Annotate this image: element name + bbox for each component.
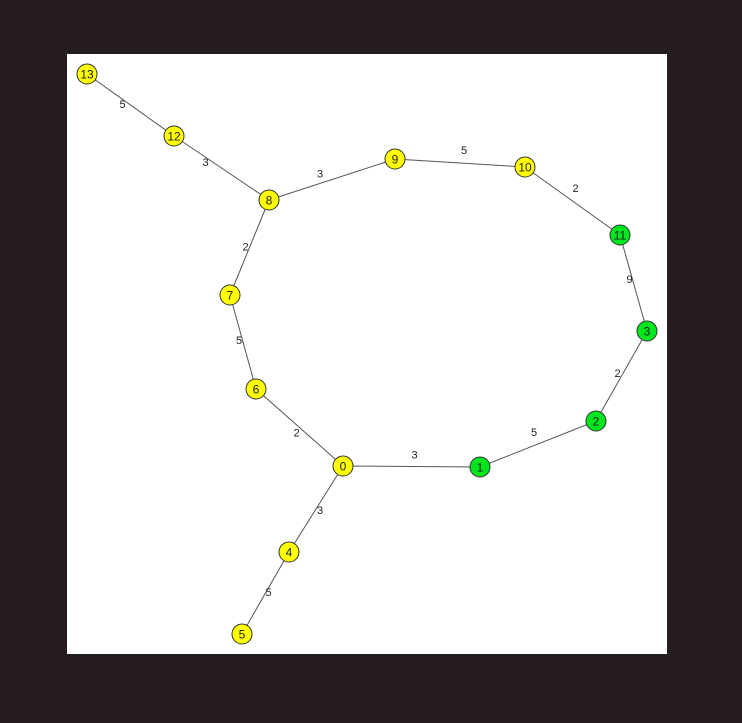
edge-7-8 <box>229 199 270 296</box>
graph-node-5[interactable]: 5 <box>231 623 253 645</box>
graph-node-6[interactable]: 6 <box>245 378 267 400</box>
node-label-1: 1 <box>477 461 484 475</box>
node-label-0: 0 <box>340 460 347 474</box>
graph-node-0[interactable]: 0 <box>332 455 354 477</box>
graph-node-13[interactable]: 13 <box>76 63 98 85</box>
graph-node-4[interactable]: 4 <box>278 541 300 563</box>
edge-13-12 <box>86 73 175 137</box>
edge-0-4 <box>288 465 344 553</box>
node-label-10: 10 <box>518 161 532 175</box>
edge-3-2 <box>595 330 648 422</box>
graph-node-12[interactable]: 12 <box>163 125 185 147</box>
edge-weight-12-8: 3 <box>202 157 208 169</box>
graph-node-9[interactable]: 9 <box>384 148 406 170</box>
edge-weight-9-10: 5 <box>461 145 467 157</box>
edge-weight-8-9: 3 <box>317 169 323 181</box>
edge-0-6 <box>255 388 344 467</box>
graph-node-11[interactable]: 11 <box>609 224 631 246</box>
edge-11-3 <box>619 234 648 332</box>
graph-node-7[interactable]: 7 <box>219 284 241 306</box>
node-label-9: 9 <box>392 153 399 167</box>
edge-6-7 <box>229 294 257 390</box>
node-circle-1[interactable] <box>469 456 491 478</box>
edge-weight-4-5: 5 <box>265 587 271 599</box>
edge-9-10 <box>394 158 526 168</box>
node-circle-3[interactable] <box>636 320 658 342</box>
node-label-5: 5 <box>239 628 246 642</box>
graph-node-10[interactable]: 10 <box>514 156 536 178</box>
node-circle-2[interactable] <box>585 410 607 432</box>
edge-weight-2-1: 5 <box>531 427 537 439</box>
node-circle-11[interactable] <box>609 224 631 246</box>
node-circle-5[interactable] <box>231 623 253 645</box>
edge-weight-13-12: 5 <box>119 99 125 111</box>
node-circle-6[interactable] <box>245 378 267 400</box>
node-circle-13[interactable] <box>76 63 98 85</box>
edge-2-1 <box>479 420 597 468</box>
edge-10-11 <box>524 166 621 236</box>
node-circle-4[interactable] <box>278 541 300 563</box>
node-label-7: 7 <box>227 289 234 303</box>
graph-node-3[interactable]: 3 <box>636 320 658 342</box>
edge-weight-3-2: 2 <box>614 368 620 380</box>
edge-weight-6-7: 5 <box>236 335 242 347</box>
node-label-11: 11 <box>614 229 627 243</box>
node-label-12: 12 <box>167 130 181 144</box>
node-label-6: 6 <box>253 383 260 397</box>
node-label-13: 13 <box>80 68 94 82</box>
node-label-4: 4 <box>286 546 293 560</box>
edge-1-0 <box>342 465 481 468</box>
graph-canvas: 5 3 3 5 2 9 2 5 3 2 5 2 3 5 0 1 2 3 4 5 6 7 8 9 10 11 12 13 <box>67 54 667 654</box>
node-label-8: 8 <box>266 194 273 208</box>
edge-weight-7-8: 2 <box>242 242 248 254</box>
edge-weight-0-4: 3 <box>317 505 323 517</box>
node-circle-0[interactable] <box>332 455 354 477</box>
edge-8-9 <box>268 158 396 201</box>
node-label-2: 2 <box>593 415 600 429</box>
node-circle-9[interactable] <box>384 148 406 170</box>
node-circle-8[interactable] <box>258 189 280 211</box>
edge-weight-0-6: 2 <box>293 428 299 440</box>
graph-node-2[interactable]: 2 <box>585 410 607 432</box>
node-circle-12[interactable] <box>163 125 185 147</box>
node-circle-7[interactable] <box>219 284 241 306</box>
edge-weight-10-11: 2 <box>572 183 578 195</box>
node-circle-10[interactable] <box>514 156 536 178</box>
graph-node-1[interactable]: 1 <box>469 456 491 478</box>
edge-weight-11-3: 9 <box>626 274 632 286</box>
edge-4-5 <box>241 551 290 635</box>
graph-node-8[interactable]: 8 <box>258 189 280 211</box>
edge-12-8 <box>173 135 270 201</box>
edge-weight-1-0: 3 <box>411 450 417 462</box>
node-label-3: 3 <box>644 325 651 339</box>
